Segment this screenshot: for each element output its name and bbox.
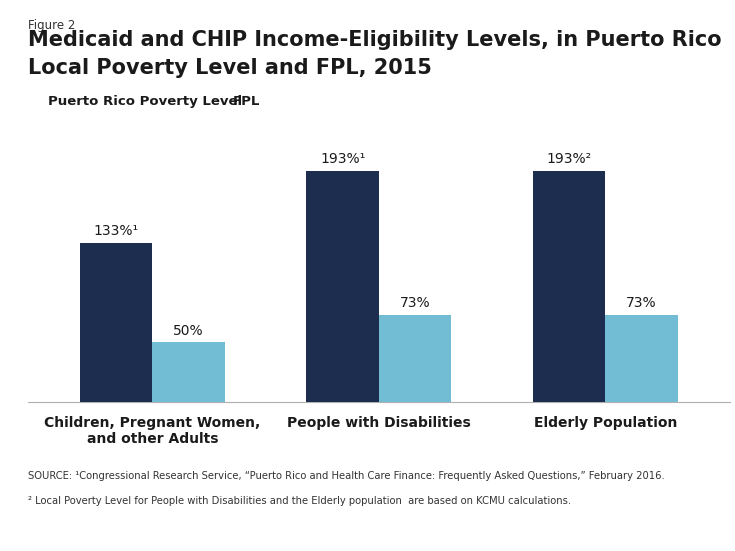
Text: Figure 2: Figure 2 [28,19,75,33]
Text: KAISER: KAISER [649,498,700,510]
Text: Puerto Rico Poverty Level: Puerto Rico Poverty Level [48,95,242,109]
Text: 133%¹: 133%¹ [93,224,139,238]
Bar [152,342,225,402]
Text: 193%¹: 193%¹ [320,152,365,166]
Text: Local Poverty Level and FPL, 2015: Local Poverty Level and FPL, 2015 [28,58,431,78]
Text: 73%: 73% [626,296,657,310]
Text: 73%: 73% [400,296,431,310]
Text: FAMILY: FAMILY [650,510,699,523]
Text: SOURCE: ¹Congressional Research Service, “Puerto Rico and Health Care Finance: F: SOURCE: ¹Congressional Research Service,… [28,471,664,481]
Text: 193%²: 193%² [547,152,592,166]
Bar [533,171,606,402]
Bar [80,243,152,402]
Text: FPL: FPL [233,95,260,109]
Text: FOUNDATION: FOUNDATION [654,528,695,533]
Text: THE HENRY J.: THE HENRY J. [657,487,692,492]
Text: ² Local Poverty Level for People with Disabilities and the Elderly population  a: ² Local Poverty Level for People with Di… [28,496,571,506]
Text: Medicaid and CHIP Income-Eligibility Levels, in Puerto Rico: Medicaid and CHIP Income-Eligibility Lev… [28,30,722,50]
Bar [379,315,451,402]
Bar [306,171,379,402]
Text: 50%: 50% [173,323,204,338]
Bar [606,315,678,402]
